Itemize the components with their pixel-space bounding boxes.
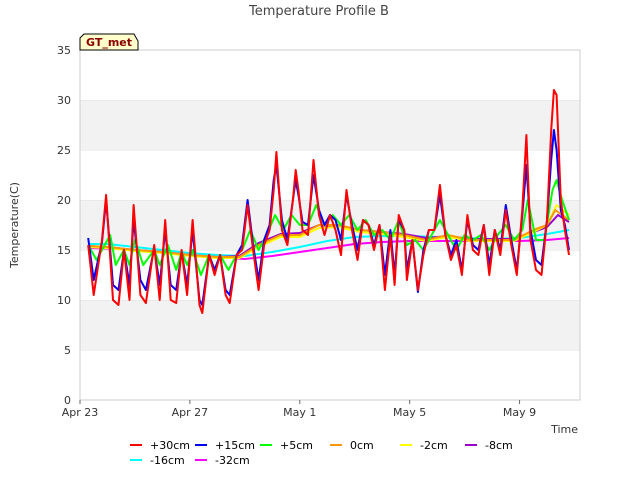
y-tick-label: 30 <box>57 94 71 107</box>
grid-band <box>80 150 580 200</box>
series-line-+30cm <box>87 89 570 314</box>
legend: +30cm +15cm +5cm 0cm -2cm -8cm -16cm -32cm <box>130 439 513 467</box>
legend-item-+15cm: +15cm <box>195 439 255 452</box>
x-tick-label: May 9 <box>503 406 536 419</box>
y-tick-label: 5 <box>64 344 71 357</box>
legend-item-0cm: 0cm <box>330 439 374 452</box>
grid-band <box>80 350 580 400</box>
grid-band <box>80 100 580 150</box>
grid-band <box>80 300 580 350</box>
badge-shape <box>79 33 139 51</box>
y-tick-label: 25 <box>57 144 71 157</box>
legend-label: +30cm <box>150 439 190 452</box>
legend-label: -8cm <box>485 439 513 452</box>
y-tick-label: 35 <box>57 44 71 57</box>
legend-item--16cm: -16cm <box>130 454 185 467</box>
legend-label: -16cm <box>150 454 185 467</box>
y-axis-label: Temperature(C) <box>8 182 21 269</box>
x-tick-label: Apr 23 <box>62 406 99 419</box>
legend-item-+5cm: +5cm <box>260 439 313 452</box>
x-tick-label: Apr 27 <box>172 406 209 419</box>
x-tick-label: May 5 <box>393 406 426 419</box>
legend-label: +15cm <box>215 439 255 452</box>
legend-label: -2cm <box>420 439 448 452</box>
y-tick-label: 15 <box>57 244 71 257</box>
legend-item--8cm: -8cm <box>465 439 513 452</box>
legend-label: 0cm <box>350 439 374 452</box>
legend-item-+30cm: +30cm <box>130 439 190 452</box>
plot-frame <box>79 49 581 401</box>
chart-title: Temperature Profile B <box>248 4 389 19</box>
x-tick-label: May 1 <box>283 406 316 419</box>
legend-label: +5cm <box>280 439 313 452</box>
gt-met-badge: GT_met <box>79 33 139 51</box>
y-tick-label: 10 <box>57 294 71 307</box>
legend-label: -32cm <box>215 454 250 467</box>
x-axis-label: Time <box>550 423 578 436</box>
y-tick-label: 0 <box>64 394 71 407</box>
grid-band <box>80 50 580 100</box>
y-axis-ticks: 0 5 10 15 20 25 30 35 <box>57 44 71 407</box>
legend-item--2cm: -2cm <box>400 439 448 452</box>
series-line-0cm <box>88 209 570 258</box>
badge-label: GT_met <box>86 36 132 49</box>
x-axis-ticks: Apr 23 Apr 27 May 1 May 5 May 9 <box>62 400 536 419</box>
series-layer <box>87 89 570 314</box>
legend-item--32cm: -32cm <box>195 454 250 467</box>
y-tick-label: 20 <box>57 194 71 207</box>
